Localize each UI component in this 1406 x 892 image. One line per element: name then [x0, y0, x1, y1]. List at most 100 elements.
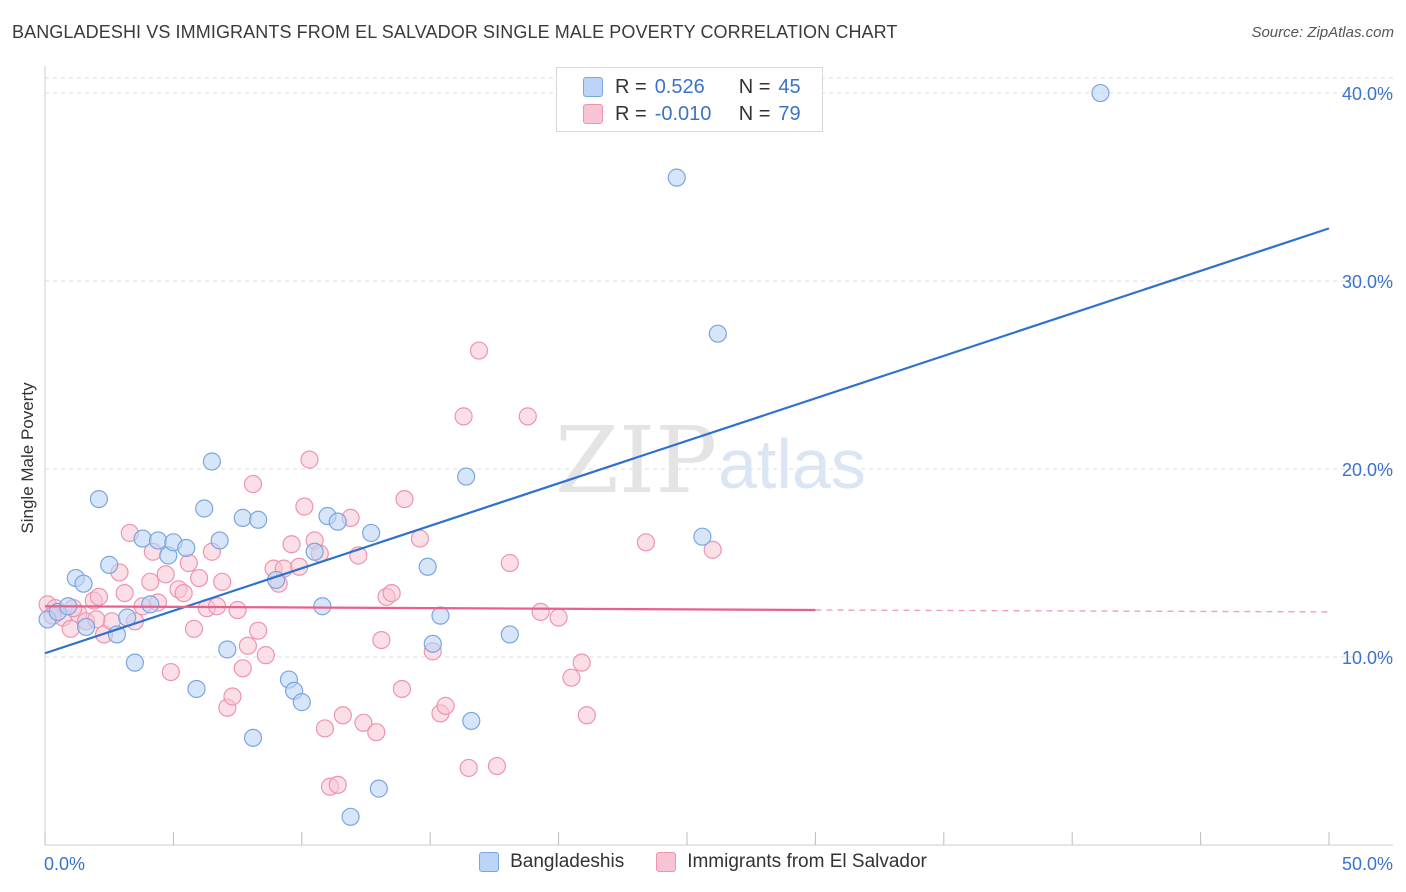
- data-point-el-salvador: [256, 646, 275, 665]
- data-point-el-salvador: [531, 602, 550, 621]
- data-point-el-salvador: [469, 341, 489, 360]
- data-point-bangladeshis: [431, 606, 450, 625]
- data-point-bangladeshis: [177, 538, 196, 558]
- watermark-atlas: atlas: [718, 425, 866, 503]
- data-point-el-salvador: [282, 535, 301, 554]
- data-point-el-salvador: [703, 540, 722, 559]
- data-point-bangladeshis: [292, 693, 311, 712]
- legend-item-el-salvador: Immigrants from El Salvador: [656, 851, 927, 873]
- data-point-el-salvador: [454, 407, 473, 426]
- data-point-bangladeshis: [100, 555, 119, 574]
- data-point-el-salvador: [213, 572, 232, 591]
- data-point-el-salvador: [295, 497, 314, 516]
- data-point-bangladeshis: [89, 489, 109, 509]
- data-point-bangladeshis: [125, 653, 144, 672]
- data-point-el-salvador: [184, 619, 204, 638]
- data-point-el-salvador: [572, 653, 591, 672]
- data-point-bangladeshis: [341, 807, 360, 826]
- data-point-el-salvador: [382, 583, 401, 603]
- legend-r-label: R =: [615, 102, 647, 125]
- legend-n-value: 45: [778, 75, 801, 98]
- legend-n-label: N =: [738, 75, 771, 98]
- trend-line-el-salvador: [44, 605, 816, 612]
- data-point-bangladeshis: [133, 529, 152, 548]
- data-point-el-salvador: [189, 568, 209, 588]
- legend-swatch-blue: [583, 77, 603, 97]
- data-point-bangladeshis: [708, 324, 727, 343]
- legend-item-bangladeshis: Bangladeshis: [479, 851, 624, 873]
- data-point-bangladeshis: [195, 499, 214, 518]
- data-point-bangladeshis: [218, 640, 237, 659]
- data-point-bangladeshis: [462, 711, 481, 731]
- data-point-bangladeshis: [187, 679, 206, 699]
- data-point-el-salvador: [372, 630, 391, 650]
- data-point-el-salvador: [333, 706, 352, 725]
- data-point-el-salvador: [61, 619, 80, 638]
- series-bangladeshis-points: [38, 83, 1110, 826]
- data-point-el-salvador: [392, 679, 412, 699]
- legend-row-el-salvador: R = -0.010 N = 79: [583, 101, 801, 127]
- x-tick-label-min: 0.0%: [44, 854, 85, 874]
- data-point-bangladeshis: [202, 452, 222, 471]
- data-point-bangladeshis: [305, 542, 324, 561]
- data-point-el-salvador: [395, 489, 414, 509]
- legend-label-el-salvador: Immigrants from El Salvador: [687, 851, 927, 872]
- legend-n-label: N =: [738, 102, 771, 125]
- data-point-el-salvador: [328, 775, 347, 794]
- data-point-bangladeshis: [362, 523, 381, 543]
- data-point-bangladeshis: [1091, 83, 1110, 103]
- data-point-el-salvador: [577, 706, 596, 725]
- chart-title: BANGLADESHI VS IMMIGRANTS FROM EL SALVAD…: [12, 22, 898, 42]
- data-point-bangladeshis: [693, 527, 712, 546]
- y-tick-label: 10.0%: [1342, 648, 1393, 668]
- trend-line-el-salvador-extension: [815, 609, 1330, 613]
- data-point-el-salvador: [233, 659, 252, 678]
- data-point-el-salvador: [249, 621, 268, 640]
- legend-swatch-pink: [656, 852, 677, 872]
- data-point-el-salvador: [315, 719, 335, 738]
- y-tick-label: 40.0%: [1342, 84, 1393, 104]
- data-point-el-salvador: [518, 407, 537, 426]
- series-legend: Bangladeshis Immigrants from El Salvador: [0, 851, 1406, 873]
- data-point-bangladeshis: [328, 512, 347, 531]
- data-point-bangladeshis: [667, 168, 686, 187]
- data-point-el-salvador: [156, 565, 175, 584]
- data-point-el-salvador: [549, 608, 568, 627]
- data-point-bangladeshis: [148, 531, 168, 550]
- legend-swatch-blue: [479, 852, 500, 872]
- grid-lines: [45, 77, 1393, 658]
- data-point-bangladeshis: [141, 595, 160, 614]
- data-point-el-salvador: [367, 723, 386, 742]
- legend-swatch-pink: [583, 104, 603, 124]
- data-point-bangladeshis: [500, 625, 519, 644]
- data-point-bangladeshis: [76, 617, 96, 637]
- data-point-bangladeshis: [423, 634, 442, 653]
- data-point-el-salvador: [243, 474, 263, 494]
- axes: [44, 66, 1393, 846]
- x-tick-label-max: 50.0%: [1342, 854, 1393, 874]
- data-point-bangladeshis: [74, 574, 93, 593]
- legend-row-bangladeshis: R = 0.526 N = 45: [583, 74, 801, 100]
- data-point-el-salvador: [115, 583, 134, 603]
- source-note: Source: ZipAtlas.com: [1251, 24, 1394, 41]
- data-point-el-salvador: [223, 687, 242, 706]
- stats-legend: R = 0.526 N = 45 R = -0.010 N = 79: [556, 67, 823, 132]
- trend-line-bangladeshis: [44, 227, 1330, 655]
- data-point-bangladeshis: [418, 557, 437, 576]
- data-point-el-salvador: [179, 553, 198, 573]
- data-point-bangladeshis: [369, 779, 388, 798]
- data-point-el-salvador: [89, 587, 109, 606]
- data-point-el-salvador: [636, 533, 656, 552]
- legend-r-label: R =: [615, 75, 647, 98]
- data-point-el-salvador: [436, 696, 455, 715]
- data-point-el-salvador: [500, 553, 519, 573]
- data-point-el-salvador: [562, 668, 581, 687]
- y-tick-label: 30.0%: [1342, 272, 1393, 292]
- data-point-el-salvador: [459, 758, 478, 778]
- legend-label-bangladeshis: Bangladeshis: [510, 851, 625, 872]
- trend-lines: [44, 227, 1330, 655]
- data-point-el-salvador: [487, 756, 507, 776]
- data-point-el-salvador: [410, 529, 430, 548]
- data-point-el-salvador: [161, 662, 180, 682]
